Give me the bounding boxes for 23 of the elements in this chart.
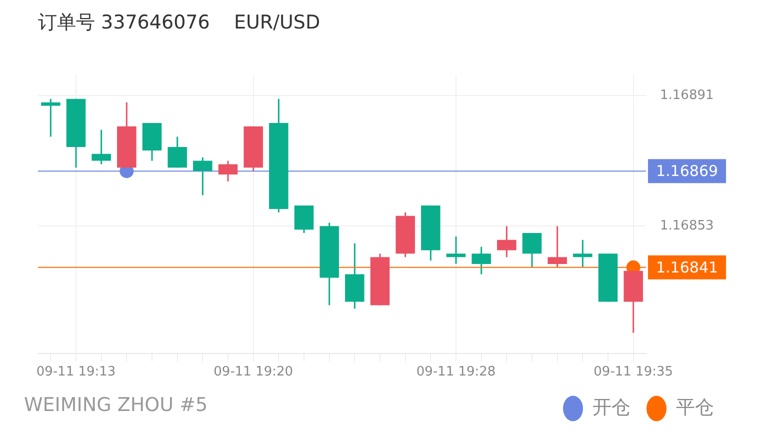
candlestick — [168, 136, 187, 168]
ref-line-label: 1.16841 — [656, 258, 718, 276]
candlestick — [218, 160, 238, 182]
candlestick — [497, 225, 516, 258]
chart-title: 订单号 337646076 EUR/USD — [38, 11, 320, 34]
candlestick — [41, 98, 60, 138]
legend-label: 开仓 — [592, 396, 630, 418]
candlestick — [548, 225, 567, 268]
candlestick — [92, 129, 111, 165]
x-tick-label: 09-11 19:13 — [36, 364, 116, 380]
candlestick — [446, 236, 466, 265]
x-tick-label: 09-11 19:20 — [214, 364, 294, 380]
candlestick — [193, 156, 212, 196]
x-tick-label: 09-11 19:35 — [594, 364, 674, 380]
ref-line-label: 1.16869 — [656, 162, 718, 180]
y-tick-label: 1.16853 — [660, 218, 714, 234]
candlestick — [472, 246, 491, 276]
candlestick — [522, 232, 542, 268]
text: WEIMING ZHOU #5 — [24, 394, 208, 416]
x-tick-label: 09-11 19:28 — [416, 364, 496, 380]
legend-label: 平仓 — [676, 396, 714, 418]
candlestick — [573, 239, 592, 268]
y-tick-label: 1.16891 — [660, 88, 714, 103]
